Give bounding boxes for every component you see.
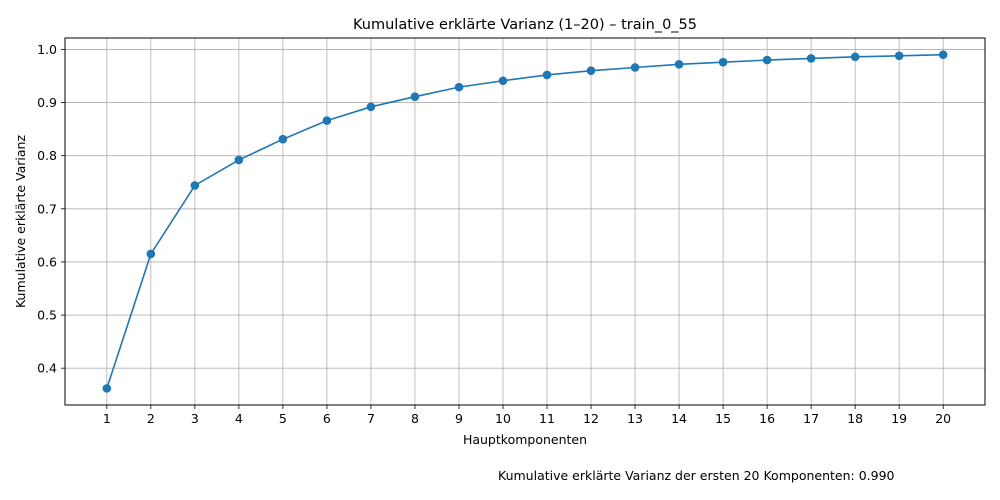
data-point	[894, 51, 904, 61]
data-point	[454, 82, 464, 92]
data-point	[630, 63, 640, 72]
data-point	[586, 66, 596, 75]
x-tick-label: 19	[891, 411, 907, 426]
x-tick-label: 1	[103, 411, 111, 426]
x-tick-label: 9	[455, 411, 463, 426]
data-point	[190, 181, 200, 190]
data-point	[410, 92, 420, 102]
data-point	[498, 76, 508, 86]
x-tick-label: 6	[323, 411, 331, 426]
y-axis-label: Kumulative erklärte Varianz	[13, 135, 28, 309]
data-point	[234, 155, 244, 165]
data-point	[674, 59, 684, 69]
data-point	[806, 54, 816, 63]
plot-frame	[64, 37, 986, 406]
y-tick-label: 0.4	[37, 361, 57, 376]
x-tick-label: 2	[147, 411, 155, 426]
y-tick-label: 1.0	[37, 42, 57, 57]
y-tick-label: 0.8	[37, 148, 57, 163]
x-tick-label: 18	[847, 411, 863, 426]
data-point	[322, 116, 332, 125]
x-tick-label: 10	[495, 411, 511, 426]
series-line	[106, 53, 944, 389]
data-point	[146, 249, 156, 259]
x-tick-label: 11	[539, 411, 555, 426]
axis-ticks: 1 2 3 4 5 6 7 8 9 10 11 12 13 14 15 16 17 18 19 200.40.50.6…	[37, 42, 951, 426]
data-point	[102, 384, 112, 393]
data-point	[718, 57, 728, 67]
y-tick-label: 0.9	[37, 95, 57, 110]
x-tick-label: 20	[935, 411, 951, 426]
x-axis-label: Hauptkomponenten	[463, 432, 587, 447]
y-tick-label: 0.7	[37, 201, 57, 216]
x-tick-label: 3	[191, 411, 199, 426]
data-point	[850, 52, 860, 62]
x-tick-label: 14	[671, 411, 687, 426]
x-tick-label: 8	[411, 411, 419, 426]
y-tick-label: 0.6	[37, 254, 57, 269]
x-tick-label: 15	[715, 411, 731, 426]
summary-annotation: Kumulative erklärte Varianz der ersten 2…	[498, 468, 895, 483]
y-tick-label: 0.5	[37, 308, 57, 323]
x-tick-label: 16	[759, 411, 775, 426]
x-tick-label: 4	[235, 411, 243, 426]
data-point	[542, 70, 552, 80]
x-tick-label: 7	[367, 411, 375, 426]
data-point	[366, 102, 376, 112]
series-layer	[102, 50, 948, 393]
x-tick-label: 5	[279, 411, 287, 426]
chart-title: Kumulative erklärte Varianz (1–20) – tra…	[353, 17, 697, 33]
grid	[65, 38, 985, 405]
x-tick-label: 12	[583, 411, 599, 426]
data-point	[762, 55, 772, 65]
x-tick-label: 13	[627, 411, 643, 426]
x-tick-label: 17	[803, 411, 819, 426]
data-point	[278, 134, 288, 144]
data-point	[938, 50, 948, 60]
